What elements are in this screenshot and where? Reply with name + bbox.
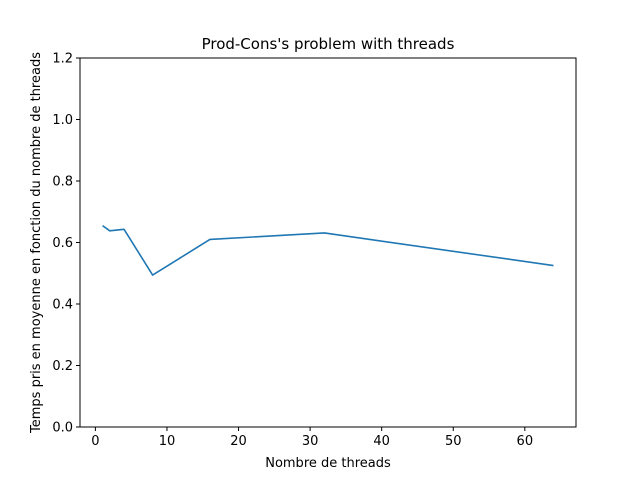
x-tick-label: 30 (302, 434, 319, 449)
x-tick-label: 40 (373, 434, 390, 449)
y-tick-label: 0.4 (52, 298, 73, 313)
x-axis: 0 10 20 30 40 50 60 (91, 427, 533, 449)
x-tick-label: 0 (91, 434, 99, 449)
y-axis: 0.0 0.2 0.4 0.6 0.8 1.0 1.2 (52, 52, 80, 436)
chart-title: Prod-Cons's problem with threads (202, 35, 455, 53)
x-tick-label: 60 (517, 434, 534, 449)
x-tick-label: 50 (445, 434, 462, 449)
x-axis-label: Nombre de threads (265, 456, 391, 471)
y-tick-label: 1.0 (52, 113, 73, 128)
plot-area (102, 224, 554, 276)
y-tick-label: 0.8 (52, 175, 73, 190)
series-line (102, 224, 554, 276)
y-tick-label: 1.2 (52, 52, 73, 67)
y-tick-label: 0.6 (52, 236, 73, 251)
x-tick-label: 20 (230, 434, 247, 449)
x-tick-label: 10 (159, 434, 176, 449)
y-tick-label: 0.2 (52, 359, 73, 374)
y-tick-label: 0.0 (52, 421, 73, 436)
y-axis-label: Temps pris en moyenne en fonction du nom… (29, 52, 44, 434)
